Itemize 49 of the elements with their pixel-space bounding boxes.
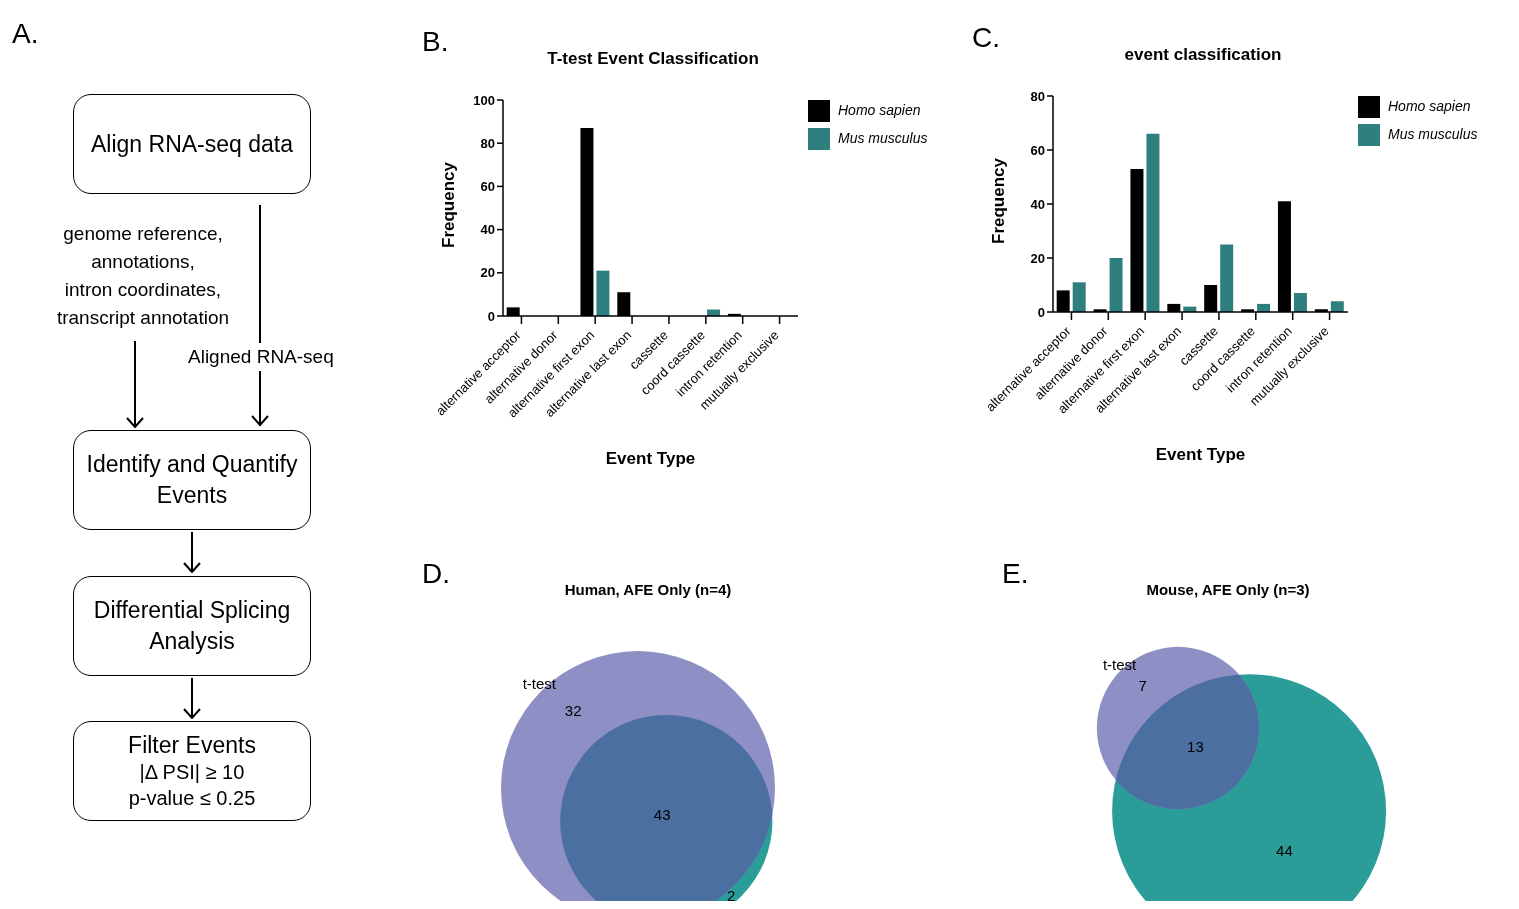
y-axis-title: Frequency xyxy=(439,161,459,248)
chart-title: T-test Event Classification xyxy=(547,49,759,68)
bar xyxy=(1293,293,1307,312)
bar xyxy=(596,270,610,316)
text: Align RNA-seq data xyxy=(73,94,311,194)
text: A. xyxy=(12,18,39,50)
x-axis-title: Event Type xyxy=(1155,445,1246,464)
y-tick-label: 0 xyxy=(1037,304,1045,320)
x-axis-title: Event Type xyxy=(605,449,696,468)
text: B. xyxy=(422,26,449,58)
chart-title: event classification xyxy=(1124,45,1282,64)
data-label: 2 xyxy=(727,886,736,904)
y-tick-label: 40 xyxy=(1030,196,1045,212)
text: t-test xyxy=(522,675,557,693)
y-tick-label: 60 xyxy=(1030,142,1045,158)
y-tick-label: 20 xyxy=(1030,250,1045,266)
text: E. xyxy=(1002,558,1029,590)
text: Differential Splicing Analysis xyxy=(73,576,311,676)
text: D. xyxy=(422,558,450,590)
y-tick-label: 100 xyxy=(473,92,495,108)
text: Mouse, AFE Only (n=3) xyxy=(1146,581,1310,598)
bar xyxy=(1109,258,1123,312)
text: Filter Events |Δ PSI| ≥ 10 p-value ≤ 0.25 xyxy=(128,731,256,811)
text: Aligned RNA-seq xyxy=(188,346,334,368)
text: Identify and Quantify Events xyxy=(73,430,311,530)
text: Human, AFE Only (n=4) xyxy=(564,581,732,598)
legend-label: Homo sapien xyxy=(1388,98,1471,114)
text: C. xyxy=(972,22,1000,54)
data-label: 13 xyxy=(1187,738,1204,756)
bar xyxy=(1330,301,1344,312)
data-label: 44 xyxy=(1276,842,1293,860)
y-tick-label: 80 xyxy=(1030,88,1045,104)
bar xyxy=(1072,282,1086,312)
legend-label: Mus musculus xyxy=(838,130,928,146)
text: genome reference, annotations, intron coordinates, transcript annotation xyxy=(55,222,231,330)
y-tick-label: 20 xyxy=(480,265,495,281)
data-label: 7 xyxy=(1138,676,1147,694)
text: t-test xyxy=(1102,655,1138,673)
y-tick-label: 40 xyxy=(480,222,495,238)
legend-label: Homo sapien xyxy=(838,102,921,118)
y-tick-label: 0 xyxy=(487,308,495,324)
y-tick-label: 60 xyxy=(480,179,495,195)
legend-label: Mus musculus xyxy=(1388,126,1478,142)
y-tick-label: 80 xyxy=(480,135,495,151)
bar xyxy=(1146,133,1160,312)
y-axis-title: Frequency xyxy=(989,157,1009,244)
bar xyxy=(1220,244,1234,312)
data-label: 32 xyxy=(564,702,582,720)
data-label: 43 xyxy=(653,806,671,824)
